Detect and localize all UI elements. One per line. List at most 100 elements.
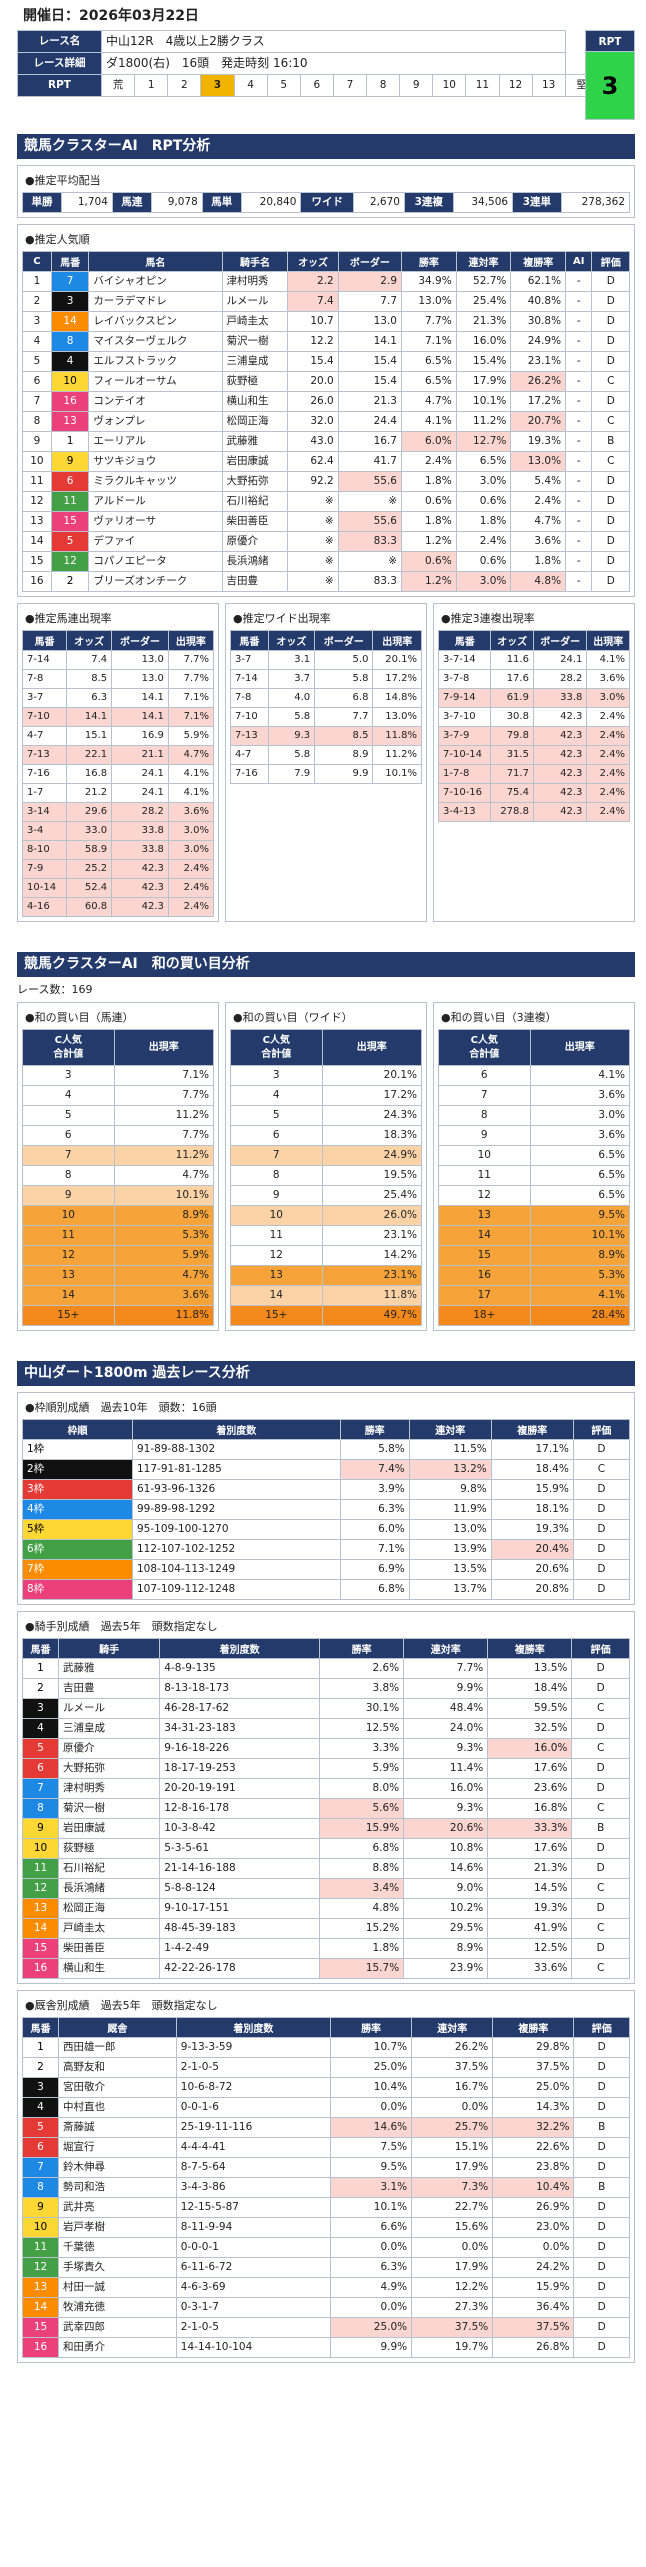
table-cell: 9.9%: [329, 2337, 413, 2358]
table-cell: D: [573, 2097, 630, 2118]
table-cell: ※: [287, 551, 339, 572]
column-header: 厩舎: [58, 2017, 177, 2038]
table-cell: ※: [287, 491, 339, 512]
table-cell: 31.5: [490, 745, 534, 765]
table-cell: 42.3: [111, 897, 169, 917]
column-header: 評価: [591, 251, 630, 272]
table-cell: 14: [22, 2297, 59, 2318]
table-cell: 19.3%: [490, 1519, 574, 1540]
race-detail: ダ1800(右) 16頭 発走時刻 16:10: [101, 52, 566, 75]
table-row: 7-16 16.8 24.1 4.1%: [21, 764, 215, 784]
section-rpt-title: 競馬クラスターAI RPT分析: [17, 134, 635, 159]
table-cell: 7.7%: [113, 1125, 215, 1146]
table-cell: 7.1%: [401, 331, 457, 352]
table-cell: 7-13: [230, 726, 269, 746]
table-cell: 9: [22, 1818, 59, 1839]
column-header: オッズ: [287, 251, 339, 272]
table-cell: 4.7%: [113, 1265, 215, 1286]
table-cell: 16: [22, 1958, 59, 1979]
table-cell: -: [565, 551, 593, 572]
table-cell: 10-3-8-42: [159, 1818, 321, 1839]
table-cell: 13.0%: [401, 291, 457, 312]
table-cell: 24.1: [111, 783, 169, 803]
table-cell: 6.8: [314, 688, 374, 708]
table-cell: 原優介: [57, 1738, 161, 1759]
table-cell: 10-6-8-72: [175, 2077, 332, 2098]
table-cell: D: [573, 2277, 630, 2298]
table-cell: 14.1: [111, 688, 169, 708]
table-cell: 23.1%: [321, 1265, 423, 1286]
table-cell: 5: [22, 2117, 59, 2138]
table-cell: 7.5%: [329, 2137, 413, 2158]
table-cell: 0.6%: [455, 491, 512, 512]
table-cell: マイスターヴェルク: [88, 331, 223, 352]
table-cell: 7枠: [22, 1559, 133, 1580]
table-cell: 吉田豊: [221, 571, 289, 592]
table-cell: 23.9%: [403, 1958, 489, 1979]
wide-title: ●推定ワイド出現率: [233, 612, 331, 625]
table-cell: 2.4%: [586, 707, 630, 727]
column-header: 着別度数: [132, 1419, 341, 1440]
table-cell: 12.5%: [487, 1938, 573, 1959]
rpt-cell: 2: [167, 74, 202, 97]
table-row: 8 勢司和浩 3-4-3-86 3.1% 7.3% 10.4% B: [22, 2177, 630, 2198]
table-cell: 107-109-112-1248: [132, 1579, 341, 1600]
table-cell: D: [571, 1778, 630, 1799]
table-cell: 43.0: [287, 431, 339, 452]
table-row: 1-7 21.2 24.1 4.1%: [21, 783, 215, 803]
table-cell: D: [591, 331, 630, 352]
table-row: 13 9.5%: [438, 1205, 631, 1226]
table-cell: 戸崎圭太: [221, 311, 289, 332]
table-row: 1 武藤雅 4-8-9-135 2.6% 7.7% 13.5% D: [22, 1658, 630, 1679]
odds-title: ●推定平均配当: [25, 174, 101, 187]
table-cell: 16.0%: [455, 331, 512, 352]
table-cell: 手塚貴久: [58, 2257, 177, 2278]
table-row: 7 24.9%: [230, 1145, 423, 1166]
table-cell: 21-14-16-188: [159, 1858, 321, 1879]
table-cell: 15: [22, 1938, 59, 1959]
table-cell: 5.8: [267, 707, 316, 727]
table-cell: 71.7: [490, 764, 534, 784]
rpt-box: RPT 3: [585, 30, 635, 120]
table-cell: 3: [50, 291, 90, 312]
table-cell: 24.4: [337, 411, 403, 432]
table-cell: エーリアル: [88, 431, 223, 452]
table-cell: 3: [22, 1065, 115, 1086]
table-cell: 9.3%: [403, 1798, 489, 1819]
table-cell: C: [571, 1878, 630, 1899]
table-row: 6 7.7%: [22, 1125, 215, 1146]
odds-value: 34,506: [452, 192, 514, 213]
table-cell: 3.6%: [113, 1285, 215, 1306]
table-cell: D: [571, 1898, 630, 1919]
table-cell: 28.4%: [529, 1305, 631, 1326]
table-cell: 5.4%: [510, 471, 567, 492]
table-cell: 9.5%: [329, 2157, 413, 2178]
table-row: 9 25.4%: [230, 1185, 423, 1206]
table-row: 14 5 デファイ 原優介 ※ 83.3 1.2% 2.4% 3.6% - D: [22, 531, 630, 552]
column-header: 勝率: [339, 1419, 410, 1440]
table-cell: 20.6%: [403, 1818, 489, 1839]
table-cell: 6.3%: [329, 2257, 413, 2278]
column-header: ボーダー: [111, 630, 169, 651]
table-cell: 9.0%: [403, 1878, 489, 1899]
table-cell: 7-10: [230, 707, 269, 727]
table-cell: 13.0%: [408, 1519, 492, 1540]
table-cell: D: [573, 2157, 630, 2178]
table-row: 3 14 レイバックスピン 戸崎圭太 10.7 13.0 7.7% 21.3% 30.8% - D: [22, 311, 630, 332]
table-cell: 7-9-14: [437, 688, 492, 708]
table-cell: 原優介: [221, 531, 289, 552]
table-cell: 2: [50, 571, 90, 592]
sum-umaren-table: C人気 合計値 出現率 3 7.1% 4 7.7% 5 11.2% 6 7.7% 7 11.2% 8 4.…: [22, 1029, 215, 1326]
table-row: 14 11.8%: [230, 1285, 423, 1306]
table-cell: 8-11-9-94: [175, 2217, 332, 2238]
rpt-cell: 1: [134, 74, 169, 97]
table-cell: 戸崎圭太: [57, 1918, 161, 1939]
table-cell: 15.4%: [455, 351, 512, 372]
column-header: 出現率: [113, 1029, 215, 1066]
table-cell: 5: [22, 1738, 59, 1759]
table-row: 2 高野友和 2-1-0-5 25.0% 37.5% 37.5% D: [22, 2057, 630, 2078]
table-row: 4 17.2%: [230, 1085, 423, 1106]
table-cell: 10: [22, 1838, 59, 1859]
table-cell: 6枠: [22, 1539, 133, 1560]
table-cell: 24.3%: [321, 1105, 423, 1126]
